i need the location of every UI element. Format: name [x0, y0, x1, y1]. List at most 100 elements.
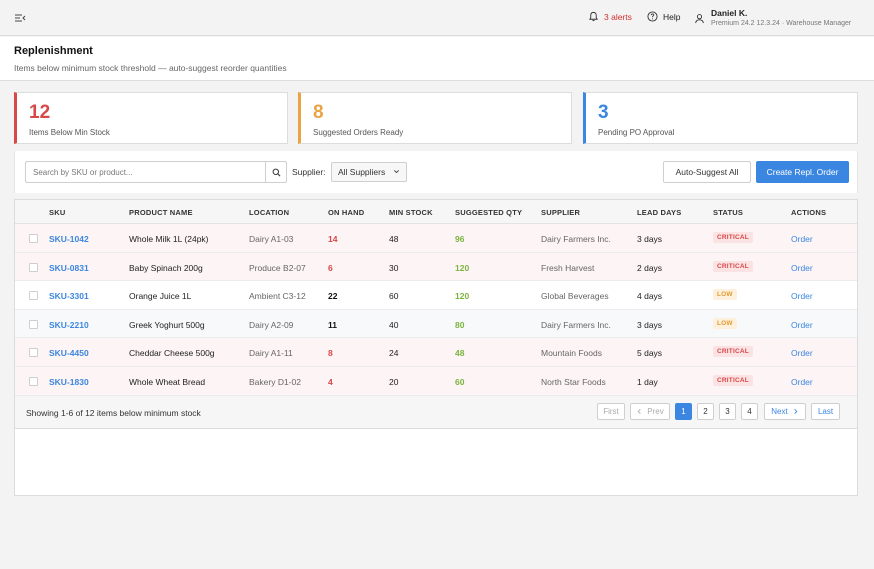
create-order-button[interactable]: Create Repl. Order — [756, 161, 849, 183]
stat-card-suggested: 8 Suggested Orders Ready — [298, 92, 572, 144]
supplier: Mountain Foods — [541, 348, 602, 359]
supplier-select-value: All Suppliers — [338, 167, 386, 177]
min-stock: 40 — [389, 319, 399, 330]
supplier-select[interactable]: All Suppliers — [331, 162, 407, 182]
product-name: Cheddar Cheese 500g — [129, 348, 215, 359]
sku-link[interactable]: SKU-1830 — [49, 377, 89, 387]
collapse-menu-icon[interactable] — [14, 12, 26, 24]
search-box — [25, 161, 287, 183]
help-button[interactable]: Help — [647, 11, 680, 22]
location: Bakery D1-02 — [249, 377, 301, 387]
user-menu[interactable]: Daniel K. Premium 24.2 12.3.24 · Warehou… — [694, 8, 851, 27]
next-label: Next — [771, 407, 788, 416]
bell-icon — [588, 11, 599, 22]
col-location[interactable]: LOCATION — [249, 208, 290, 217]
help-label: Help — [663, 11, 681, 22]
on-hand: 22 — [328, 291, 338, 302]
row-checkbox[interactable] — [29, 377, 38, 386]
auto-suggest-button[interactable]: Auto-Suggest All — [663, 161, 751, 183]
table-row[interactable]: SKU-0831 Baby Spinach 200g Produce B2-07… — [15, 252, 857, 282]
table-row[interactable]: SKU-4450 Cheddar Cheese 500g Dairy A1-11… — [15, 338, 857, 367]
table-row[interactable]: SKU-2210 Greek Yoghurt 500g Dairy A2-09 … — [15, 309, 857, 339]
status-badge: CRITICAL — [713, 375, 753, 386]
last-page-button[interactable]: Last — [811, 403, 840, 420]
filter-toolbar: Supplier: All Suppliers Auto-Suggest All… — [14, 151, 858, 193]
col-supplier[interactable]: SUPPLIER — [541, 208, 581, 217]
page-1-button[interactable]: 1 — [675, 403, 692, 420]
col-min-stock[interactable]: MIN STOCK — [389, 208, 433, 217]
suggested-qty: 120 — [455, 291, 470, 302]
first-page-button[interactable]: First — [597, 403, 625, 420]
row-checkbox[interactable] — [29, 262, 38, 272]
product-name: Orange Juice 1L — [129, 291, 192, 302]
table-row[interactable]: SKU-1830 Whole Wheat Bread Bakery D1-02 … — [15, 367, 857, 396]
top-bar: 3 alerts Help Daniel K. Premium 24.2 12.… — [0, 0, 874, 36]
location: Dairy A2-09 — [249, 319, 294, 330]
row-checkbox[interactable] — [29, 348, 38, 358]
search-input[interactable] — [26, 162, 266, 182]
on-hand: 8 — [328, 348, 333, 359]
order-link[interactable]: Order — [791, 377, 813, 387]
sku-link[interactable]: SKU-2210 — [49, 319, 89, 330]
order-link[interactable]: Order — [791, 291, 813, 302]
order-link[interactable]: Order — [791, 262, 813, 273]
supplier: Dairy Farmers Inc. — [541, 234, 611, 244]
search-button[interactable] — [265, 162, 286, 182]
product-name: Whole Milk 1L (24pk) — [129, 234, 209, 244]
user-icon — [695, 14, 704, 24]
search-icon — [272, 168, 280, 176]
suggested-qty: 60 — [455, 377, 465, 387]
supplier-filter-label: Supplier: — [292, 167, 326, 177]
prev-page-button[interactable]: Prev — [630, 403, 670, 420]
order-link[interactable]: Order — [791, 234, 813, 244]
lead-days: 5 days — [637, 348, 663, 359]
table-row[interactable]: SKU-3301 Orange Juice 1L Ambient C3-12 2… — [15, 281, 857, 310]
order-link[interactable]: Order — [791, 348, 813, 359]
table-row[interactable]: SKU-1042 Whole Milk 1L (24pk) Dairy A1-0… — [15, 224, 857, 253]
col-on-hand[interactable]: ON HAND — [328, 208, 365, 217]
page-title: Replenishment — [14, 45, 93, 57]
results-summary: Showing 1-6 of 12 items below minimum st… — [26, 408, 201, 418]
lead-days: 3 days — [637, 319, 663, 330]
on-hand: 11 — [328, 319, 337, 330]
col-suggested-qty[interactable]: SUGGESTED QTY — [455, 208, 523, 217]
user-meta: Premium 24.2 12.3.24 · Warehouse Manager — [711, 20, 852, 27]
prev-label: Prev — [647, 407, 664, 416]
order-link[interactable]: Order — [791, 319, 813, 330]
sku-link[interactable]: SKU-0831 — [49, 262, 89, 273]
supplier: North Star Foods — [541, 377, 606, 387]
min-stock: 24 — [389, 348, 399, 359]
sku-link[interactable]: SKU-4450 — [49, 348, 89, 359]
suggested-qty: 120 — [455, 262, 470, 273]
page-3-button[interactable]: 3 — [719, 403, 736, 420]
sku-link[interactable]: SKU-3301 — [49, 291, 89, 302]
location: Produce B2-07 — [249, 262, 306, 273]
min-stock: 20 — [389, 377, 399, 387]
lead-days: 2 days — [637, 262, 663, 273]
stat-value: 8 — [313, 102, 324, 123]
location: Dairy A1-03 — [249, 234, 294, 244]
next-page-button[interactable]: Next — [764, 403, 806, 420]
row-checkbox[interactable] — [29, 234, 38, 243]
status-badge: CRITICAL — [713, 232, 753, 243]
stat-label: Suggested Orders Ready — [313, 128, 404, 137]
status-badge: LOW — [713, 317, 737, 329]
product-name: Greek Yoghurt 500g — [129, 319, 205, 330]
on-hand: 4 — [328, 377, 333, 387]
page-2-button[interactable]: 2 — [697, 403, 714, 420]
help-circle-icon — [647, 11, 658, 22]
col-lead-days[interactable]: LEAD DAYS — [637, 208, 682, 217]
page-4-button[interactable]: 4 — [741, 403, 758, 420]
page-header: Replenishment Items below minimum stock … — [0, 37, 874, 81]
stat-label: Pending PO Approval — [598, 128, 675, 137]
stat-label: Items Below Min Stock — [29, 128, 110, 137]
replenishment-table: SKU PRODUCT NAME LOCATION ON HAND MIN ST… — [14, 199, 858, 496]
sku-link[interactable]: SKU-1042 — [49, 234, 89, 244]
row-checkbox[interactable] — [29, 319, 38, 329]
col-status[interactable]: STATUS — [713, 208, 744, 217]
table-footer: Showing 1-6 of 12 items below minimum st… — [15, 396, 857, 429]
alerts-button[interactable]: 3 alerts — [588, 11, 632, 22]
col-sku[interactable]: SKU — [49, 208, 66, 217]
row-checkbox[interactable] — [29, 291, 38, 301]
col-product-name[interactable]: PRODUCT NAME — [129, 208, 193, 217]
